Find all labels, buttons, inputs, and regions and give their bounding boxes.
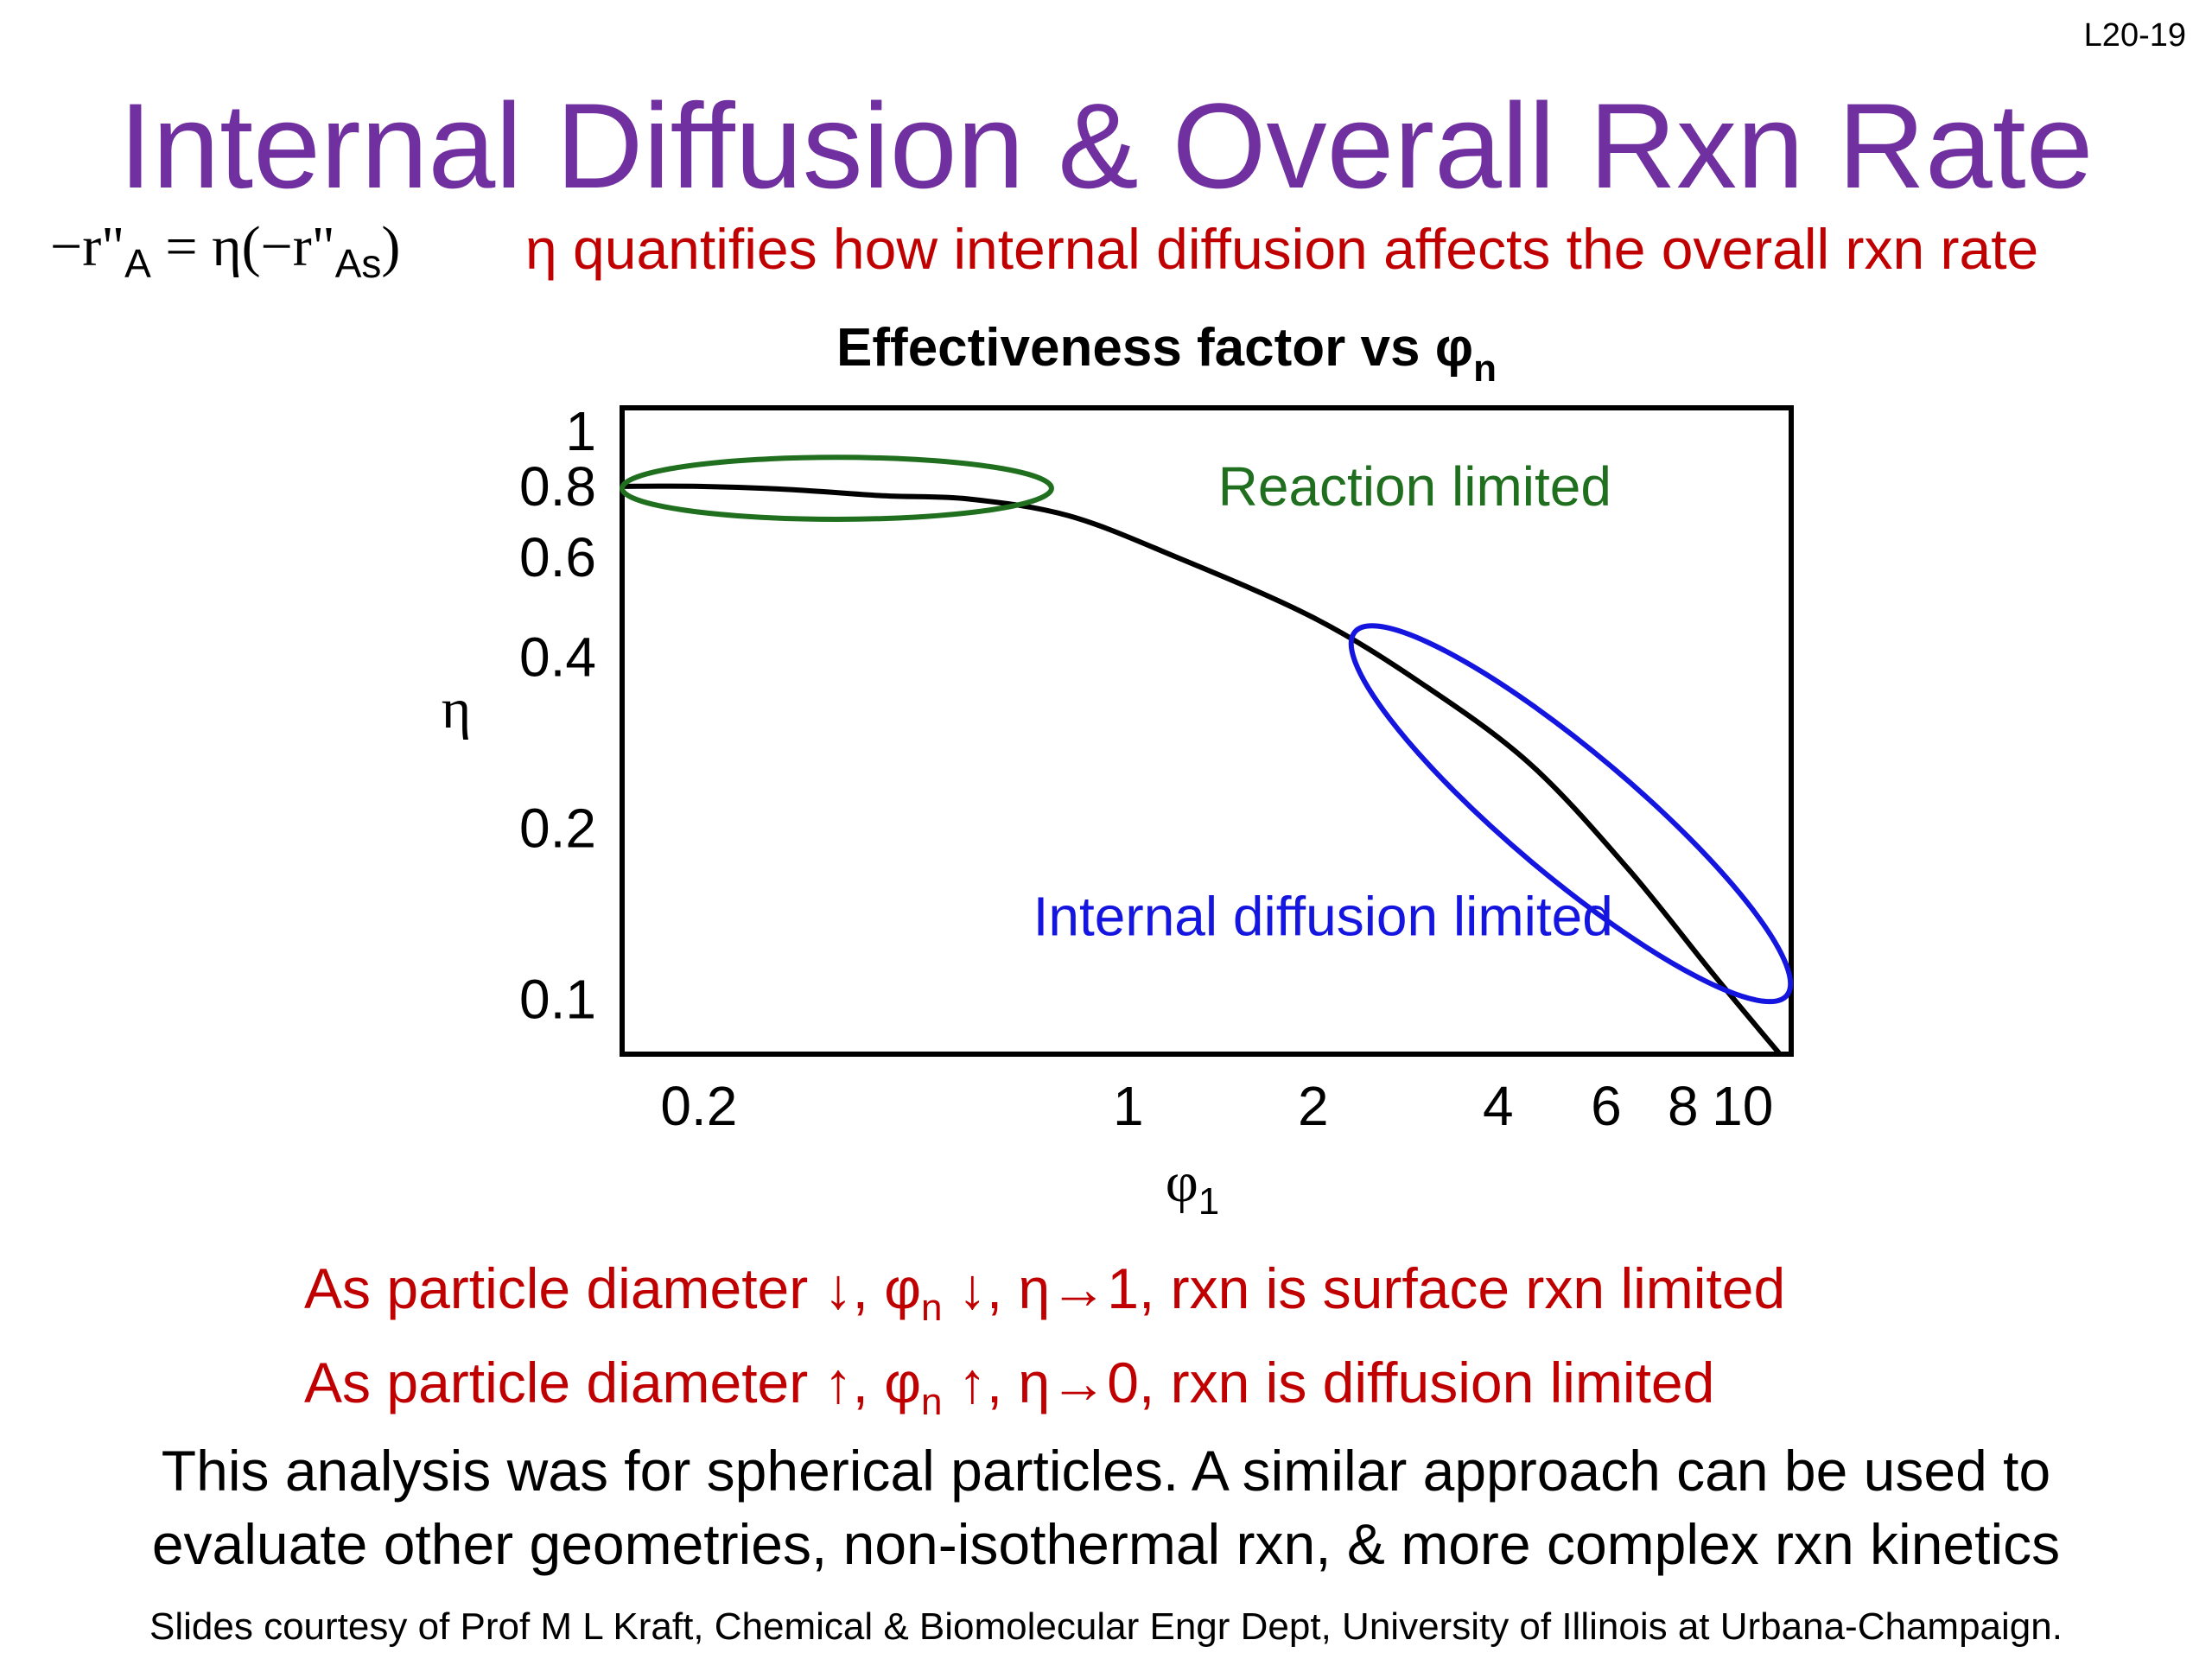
bullet-list: As particle diameter ↓, φn ↓, η→1, rxn i…: [304, 1251, 1785, 1440]
bullet-diffusion-limited: As particle diameter ↑, φn ↑, η→0, rxn i…: [304, 1345, 1785, 1440]
equation-lhs: −r": [50, 215, 125, 278]
y-tick-label: 0.4: [519, 626, 596, 689]
chart-title-subscript: n: [1473, 347, 1497, 390]
rate-equation: −r"A = η(−r"As): [50, 214, 400, 287]
x-tick-label: 8: [1668, 1075, 1699, 1137]
bullet-subscript: n: [921, 1287, 943, 1330]
series-line: [620, 483, 1783, 1057]
bullet-subscript: n: [921, 1381, 943, 1424]
x-tick-label: 0.2: [660, 1075, 737, 1137]
x-axis-label: φ1: [1166, 1151, 1220, 1223]
equation-lhs-subscript: A: [124, 241, 151, 287]
reaction-limited-ellipse: [620, 454, 1054, 522]
y-tick-label: 0.1: [519, 968, 596, 1030]
y-axis-label: η: [442, 677, 472, 741]
bullet-surface-limited: As particle diameter ↓, φn ↓, η→1, rxn i…: [304, 1251, 1785, 1345]
effectiveness-chart: Effectiveness factor vs φn 10.80.60.40.2…: [442, 318, 1794, 1223]
x-axis-label-subscript: 1: [1198, 1180, 1219, 1223]
diffusion-limited-label: Internal diffusion limited: [1033, 885, 1613, 947]
summary-text: This analysis was for spherical particle…: [0, 1434, 2212, 1581]
y-tick-label: 0.8: [519, 455, 596, 518]
plot-frame: [620, 405, 1794, 1057]
page-title: Internal Diffusion & Overall Rxn Rate: [118, 78, 2094, 213]
credit-footer: Slides courtesy of Prof M L Kraft, Chemi…: [149, 1605, 2063, 1648]
y-tick-label: 0.6: [519, 526, 596, 588]
summary-line: This analysis was for spherical particle…: [161, 1439, 2051, 1503]
equation-close: ): [381, 215, 401, 278]
bullet-text: ↑, η→0, rxn is diffusion limited: [942, 1351, 1715, 1415]
chart-title-main: Effectiveness factor vs φ: [836, 318, 1473, 378]
x-axis-label-main: φ: [1166, 1151, 1198, 1214]
equation-rhs-subscript: As: [334, 241, 382, 287]
bullet-text: ↓, η→1, rxn is surface rxn limited: [942, 1256, 1786, 1320]
x-tick-label: 6: [1591, 1075, 1622, 1137]
reaction-limited-label: Reaction limited: [1218, 455, 1611, 518]
summary-line: evaluate other geometries, non-isotherma…: [151, 1512, 2061, 1576]
x-tick-label: 2: [1298, 1075, 1329, 1137]
y-tick-label: 1: [565, 400, 596, 462]
bullet-text: As particle diameter ↑, φ: [304, 1351, 922, 1415]
x-tick-label: 4: [1483, 1075, 1514, 1137]
equation-rhs: = η(−r": [150, 215, 335, 278]
slide-number: L20-19: [2083, 17, 2186, 54]
diffusion-limited-ellipse: [1348, 623, 1794, 1005]
y-tick-label: 0.2: [519, 798, 596, 860]
chart-title: Effectiveness factor vs φn: [836, 318, 1497, 390]
x-tick-label: 10: [1712, 1075, 1773, 1137]
bullet-text: As particle diameter ↓, φ: [304, 1256, 922, 1320]
eta-description: η quantifies how internal diffusion affe…: [525, 217, 2039, 281]
x-tick-label: 1: [1113, 1075, 1144, 1137]
